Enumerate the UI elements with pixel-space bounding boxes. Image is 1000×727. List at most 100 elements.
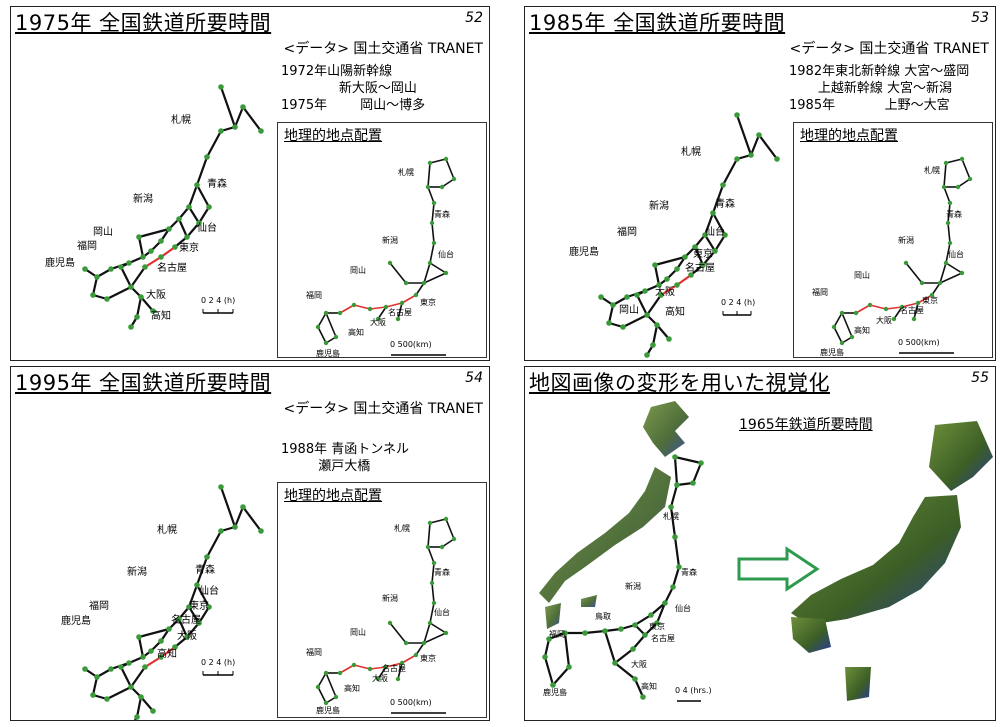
rail-link <box>669 506 677 538</box>
rail-link <box>869 304 887 310</box>
station-node <box>658 292 664 298</box>
distance-scale-label: 0 500(km) <box>898 338 940 347</box>
station-node <box>333 694 339 700</box>
time-scale-bar <box>202 309 234 314</box>
city-label-kagoshima: 鹿児島 <box>543 687 567 697</box>
station-node <box>90 292 96 298</box>
page-number: 55 <box>971 370 989 386</box>
station-node <box>333 334 339 340</box>
distance-scale-label: 0 500(km) <box>390 340 432 349</box>
station-node <box>126 660 132 666</box>
rail-link <box>841 312 853 338</box>
station-node <box>315 684 321 690</box>
rail-link <box>650 602 666 616</box>
city-label-aomori: 青森 <box>946 209 962 219</box>
station-node <box>323 700 329 706</box>
rail-link <box>704 234 716 252</box>
station-node <box>702 232 708 238</box>
rail-link <box>833 312 843 328</box>
geographic-inset: 地理的地点配置 札幌 青森 新潟 仙台 岡山 福岡 東京 名古屋 大阪 高知 鹿… <box>793 122 993 358</box>
rail-link <box>431 222 435 244</box>
station-node <box>108 666 114 672</box>
station-node <box>158 254 164 260</box>
station-node <box>666 336 672 342</box>
rail-link <box>242 106 262 132</box>
station-node <box>947 240 953 246</box>
rail-link <box>653 264 661 286</box>
station-node <box>722 232 728 238</box>
data-source: <データ> 国土交通省 TRANET <box>283 41 483 57</box>
rail-link <box>377 666 387 680</box>
rail-link <box>177 618 189 638</box>
page-number: 54 <box>465 370 483 386</box>
city-label-okayama: 岡山 <box>854 270 870 280</box>
station-node <box>618 626 624 632</box>
rail-link <box>931 282 941 296</box>
station-node <box>919 280 925 286</box>
station-node <box>899 304 905 310</box>
rail-link <box>198 606 210 624</box>
rail-link <box>905 262 923 284</box>
rail-link <box>137 236 145 258</box>
city-label-tokyo: 東京 <box>693 247 713 260</box>
station-node <box>903 260 909 266</box>
rail-link <box>584 629 606 635</box>
time-scale-label: 0 2 4 (h) <box>201 296 235 305</box>
station-node <box>399 300 405 306</box>
rail-link <box>186 622 200 638</box>
station-node <box>421 280 427 286</box>
city-label-osaka: 大阪 <box>146 288 166 301</box>
station-node <box>582 630 588 636</box>
station-node <box>443 630 449 636</box>
station-node <box>443 516 449 522</box>
station-node <box>375 316 381 322</box>
map-deformation-figure: 札幌 青森 新潟 仙台 鳥取 東京 名古屋 福岡 大阪 高知 鹿児島 0 4 (… <box>539 401 993 702</box>
city-label-niigata: 新潟 <box>649 199 669 212</box>
rail-link <box>120 666 132 688</box>
station-node <box>630 646 636 652</box>
rail-link <box>317 686 327 704</box>
slide-52: 1975年 全国鉄道所要時間 52 <データ> 国土交通省 TRANET 197… <box>10 6 490 361</box>
rail-link <box>939 262 947 284</box>
rail-link <box>855 304 871 314</box>
rail-link <box>676 274 692 286</box>
station-node <box>206 604 212 610</box>
rail-link <box>957 178 971 188</box>
city-label-sendai: 仙台 <box>438 249 454 259</box>
rail-link <box>712 212 726 236</box>
rail-link <box>644 622 658 636</box>
rail-link <box>385 302 403 308</box>
network <box>542 454 704 700</box>
station-node <box>756 132 762 138</box>
rail-link <box>429 158 447 164</box>
city-label-kagoshima: 鹿児島 <box>316 348 340 358</box>
slide-54: 1995年 全国鉄道所要時間 54 <データ> 国土交通省 TRANET 198… <box>10 366 490 721</box>
rail-link <box>646 294 662 316</box>
rail-link <box>939 272 963 284</box>
station-node <box>566 664 572 670</box>
station-node <box>839 310 845 316</box>
rail-link <box>660 284 678 296</box>
city-label-fukuoka: 福岡 <box>549 630 565 639</box>
city-label-kagoshima: 鹿児島 <box>569 245 599 258</box>
station-node <box>134 314 140 320</box>
station-node <box>967 176 973 182</box>
station-node <box>150 708 156 714</box>
station-node <box>140 254 146 260</box>
city-label-kochi: 高知 <box>665 305 685 318</box>
station-node <box>351 302 357 308</box>
rail-link <box>703 212 715 236</box>
deformed-japan-map <box>791 421 993 701</box>
rail-link <box>441 538 455 548</box>
rail-link <box>138 627 170 639</box>
rail-link <box>353 664 371 670</box>
rail-link <box>339 304 355 314</box>
rail-link <box>339 664 355 674</box>
inset-title: 地理的地点配置 <box>800 128 898 144</box>
rail-link <box>233 106 245 128</box>
station-node <box>431 200 437 206</box>
data-source: <データ> 国土交通省 TRANET <box>789 41 989 57</box>
city-label-nagoya: 名古屋 <box>171 613 201 626</box>
time-scale-label: 0 4 (hrs.) <box>675 686 712 695</box>
city-label-sendai: 仙台 <box>199 584 219 597</box>
